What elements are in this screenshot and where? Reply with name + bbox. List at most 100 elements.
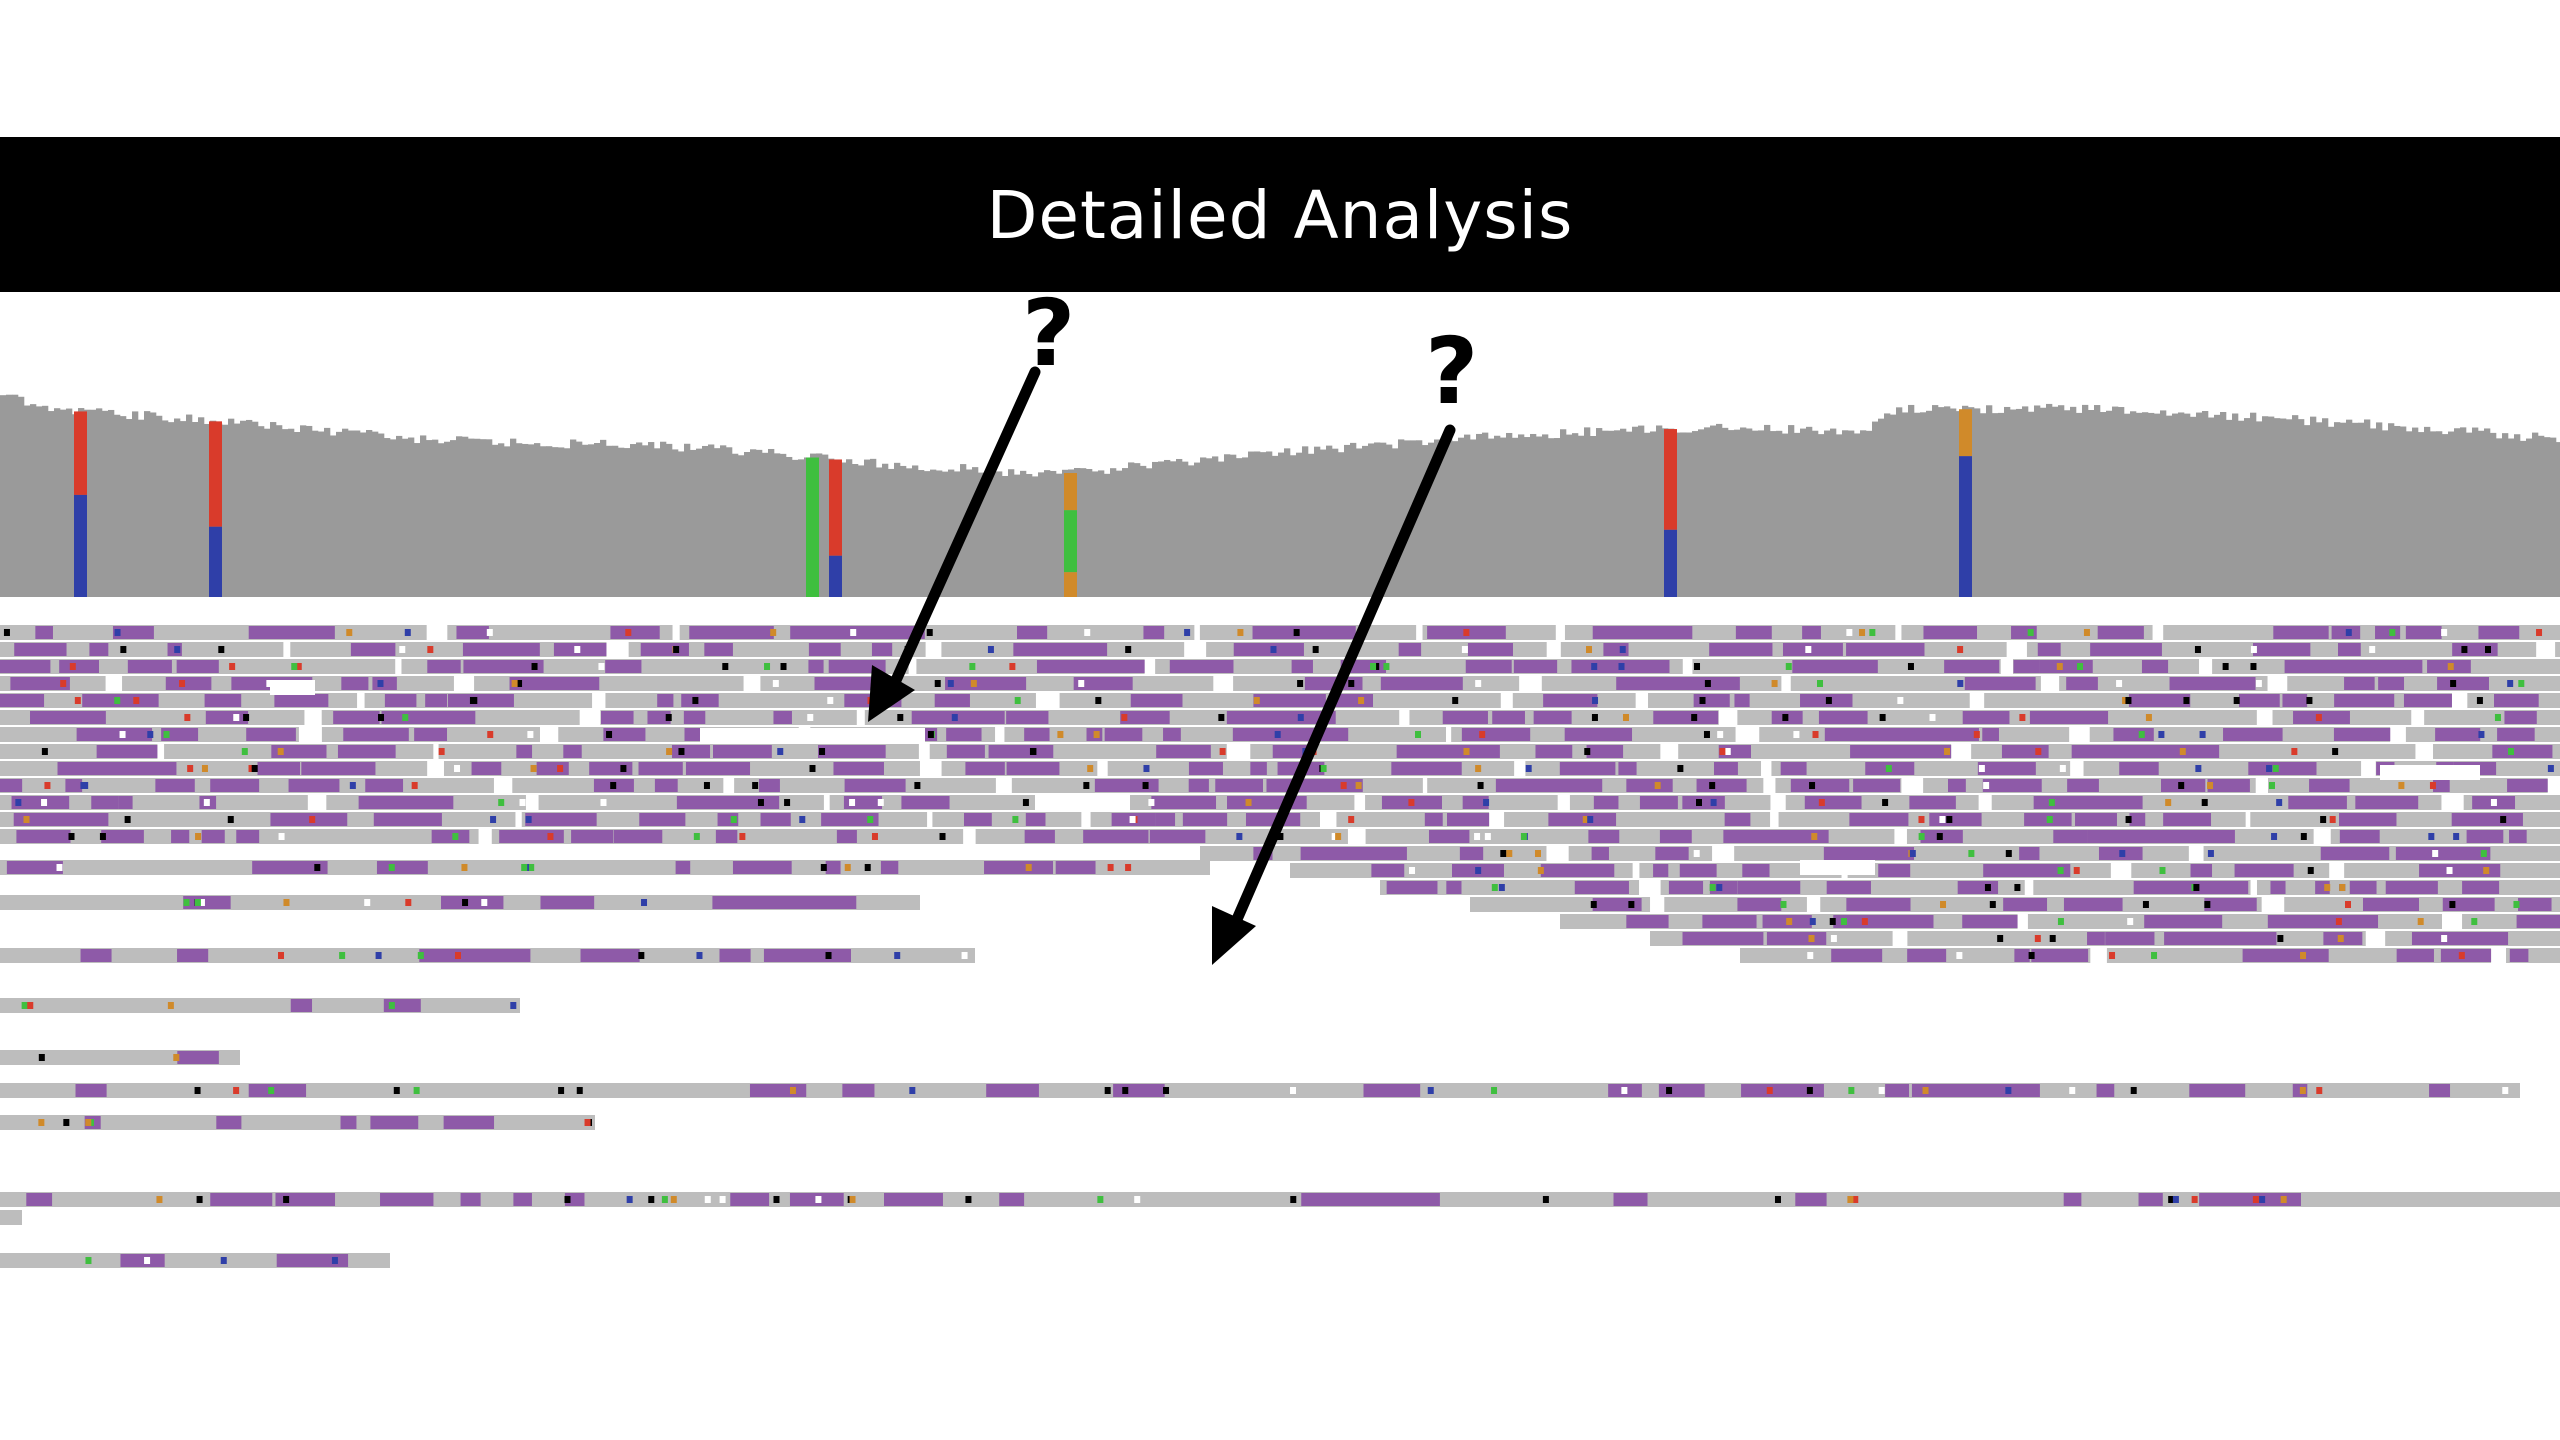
coverage-bar bbox=[996, 471, 1003, 597]
mismatch bbox=[119, 731, 126, 738]
mismatch bbox=[2458, 952, 2465, 959]
insertion bbox=[2509, 949, 2529, 962]
coverage-bar bbox=[1338, 452, 1345, 597]
insertion bbox=[1061, 660, 1112, 673]
coverage-bar bbox=[1734, 429, 1741, 597]
mismatch bbox=[670, 1196, 677, 1203]
mismatch bbox=[198, 899, 205, 906]
insertion bbox=[1679, 864, 1717, 877]
insertion bbox=[1391, 762, 1419, 775]
mismatch bbox=[784, 799, 791, 806]
insertion bbox=[1388, 796, 1442, 809]
insertion bbox=[1006, 762, 1060, 775]
insertion bbox=[2320, 847, 2368, 860]
mismatch bbox=[1163, 1087, 1170, 1094]
mismatch bbox=[1534, 850, 1541, 857]
coverage-bar bbox=[972, 467, 979, 597]
insertion bbox=[1591, 847, 1609, 860]
insertion bbox=[57, 762, 109, 775]
insertion bbox=[43, 813, 93, 826]
coverage-bar bbox=[1926, 410, 1933, 597]
insertion bbox=[2119, 762, 2159, 775]
insertion bbox=[2204, 898, 2257, 911]
mismatch bbox=[2269, 782, 2276, 789]
insertion bbox=[2214, 677, 2256, 690]
coverage-bar bbox=[1980, 413, 1987, 597]
coverage-bar bbox=[12, 394, 19, 597]
coverage-bar bbox=[1194, 462, 1201, 597]
mismatch bbox=[295, 663, 302, 670]
mismatch bbox=[799, 816, 806, 823]
coverage-bar bbox=[198, 417, 205, 597]
insertion bbox=[1982, 728, 1999, 741]
coverage-bar bbox=[2460, 427, 2467, 597]
insertion bbox=[647, 711, 671, 724]
mismatch bbox=[2183, 697, 2190, 704]
mismatch bbox=[454, 765, 461, 772]
insertion bbox=[2194, 881, 2249, 894]
insertion bbox=[1104, 728, 1143, 741]
coverage-bar bbox=[2274, 418, 2281, 597]
insertion bbox=[1113, 1084, 1165, 1097]
read bbox=[0, 1210, 22, 1225]
mismatch bbox=[641, 899, 648, 906]
coverage-bar bbox=[114, 414, 121, 597]
insertion bbox=[227, 779, 242, 792]
mismatch bbox=[1918, 833, 1925, 840]
mismatch bbox=[2345, 901, 2352, 908]
mismatch bbox=[144, 1257, 151, 1264]
mismatch bbox=[1500, 850, 1507, 857]
coverage-bar bbox=[2166, 415, 2173, 597]
insertion bbox=[2509, 830, 2527, 843]
coverage-bar bbox=[2520, 440, 2527, 597]
mismatch bbox=[266, 680, 273, 687]
insertion bbox=[676, 796, 718, 809]
mismatch bbox=[184, 714, 191, 721]
coverage-bar bbox=[120, 416, 127, 597]
coverage-bar bbox=[1224, 454, 1231, 597]
coverage-bar bbox=[1278, 452, 1285, 597]
coverage-bar bbox=[684, 443, 691, 597]
coverage-bar bbox=[570, 439, 577, 597]
read bbox=[0, 1192, 2560, 1207]
insertion bbox=[2037, 643, 2061, 656]
mismatch bbox=[1882, 799, 1889, 806]
insertion bbox=[2282, 694, 2308, 707]
coverage-bar bbox=[558, 447, 565, 597]
coverage-bar bbox=[1014, 474, 1021, 597]
mismatch bbox=[2369, 646, 2376, 653]
insertion bbox=[2494, 694, 2539, 707]
coverage-bar bbox=[1182, 461, 1189, 597]
mismatch bbox=[227, 816, 234, 823]
mismatch bbox=[2277, 935, 2284, 942]
mismatch bbox=[1452, 697, 1459, 704]
coverage-bar bbox=[2322, 418, 2329, 597]
coverage-bar bbox=[2346, 419, 2353, 597]
coverage-bar bbox=[2418, 432, 2425, 597]
insertion bbox=[2395, 847, 2431, 860]
insertion bbox=[1651, 677, 1693, 690]
insertion bbox=[384, 694, 417, 707]
coverage-bar bbox=[2526, 438, 2533, 597]
insertion bbox=[2375, 626, 2401, 639]
insertion bbox=[605, 660, 642, 673]
coverage-bar bbox=[2298, 419, 2305, 597]
coverage-bar bbox=[888, 468, 895, 597]
insertion bbox=[1359, 847, 1407, 860]
insertion bbox=[825, 861, 841, 874]
mismatch bbox=[638, 952, 645, 959]
insertion bbox=[101, 830, 144, 843]
insertion bbox=[1567, 694, 1598, 707]
insertion bbox=[204, 694, 242, 707]
insertion bbox=[1878, 864, 1911, 877]
coverage-bar bbox=[2406, 431, 2413, 597]
insertion bbox=[216, 1116, 242, 1129]
insertion bbox=[1734, 694, 1750, 707]
coverage-bar bbox=[474, 438, 481, 597]
coverage-bar bbox=[2304, 425, 2311, 597]
coverage-bar bbox=[666, 443, 673, 597]
insertion bbox=[333, 711, 380, 724]
insertion bbox=[1923, 728, 1979, 741]
mismatch bbox=[1121, 714, 1128, 721]
read bbox=[0, 1083, 2520, 1098]
